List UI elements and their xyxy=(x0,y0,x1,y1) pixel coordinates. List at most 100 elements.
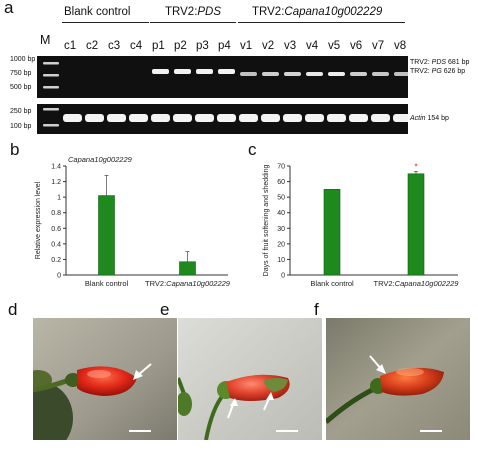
chart-c-ytick-label-7: 70 xyxy=(277,164,285,171)
gel-bottom xyxy=(37,104,412,134)
chart-b-bar-1 xyxy=(179,261,196,276)
band-pds-p2 xyxy=(174,69,191,74)
chart-c: 0 10 20 30 40 50 60 70 Days of fruit softening a… xyxy=(263,162,460,288)
band-actin-v5 xyxy=(327,114,346,122)
chart-b-ytick-label-3: 0.6 xyxy=(51,226,61,233)
chart-c-category-0: Blank control xyxy=(310,279,354,288)
right-label-pds: TRV2: PDS 681 bp xyxy=(410,59,469,66)
right-label-actin: Actin 154 bp xyxy=(410,115,449,122)
lane-label-p2: p2 xyxy=(174,40,187,52)
ladder-band-top-2 xyxy=(43,86,59,89)
right-label-pds-gene: PDS xyxy=(431,59,447,66)
band-actin-v6 xyxy=(349,114,368,122)
chart-c-ytick-label-1: 10 xyxy=(277,257,285,264)
marker-label: M xyxy=(40,33,51,47)
chart-c-bar-0 xyxy=(323,189,341,276)
band-pds-p3 xyxy=(196,69,213,74)
lane-label-v6: v6 xyxy=(350,40,363,52)
arrow-e-2 xyxy=(263,392,274,411)
right-label-pds-prefix: TRV2: xyxy=(410,59,432,66)
scale-bar-f xyxy=(420,430,442,432)
panel-f-letter: f xyxy=(314,300,319,319)
band-actin-v2 xyxy=(261,114,280,122)
group-trv2-capana-gene: Capana10g002229 xyxy=(284,6,383,18)
ladder-band-top-0 xyxy=(43,62,59,65)
band-actin-c1 xyxy=(63,114,82,122)
ladder-100: 100 bp xyxy=(10,123,32,130)
lane-label-v3: v3 xyxy=(284,40,297,52)
band-pg-v8 xyxy=(394,72,411,76)
band-pds-p1 xyxy=(152,69,169,74)
panel-d-letter: d xyxy=(8,300,18,319)
lane-label-c2: c2 xyxy=(86,40,99,52)
group-trv2-pds-prefix: TRV2: xyxy=(165,6,198,18)
band-actin-p4 xyxy=(217,114,236,122)
panel-a-letter: a xyxy=(4,0,14,17)
chart-b-ytick-label-7: 1.4 xyxy=(51,164,61,171)
scale-bar-e xyxy=(276,430,298,432)
chart-b-bar-0 xyxy=(98,195,115,276)
arrow-f xyxy=(369,355,386,374)
gel-top xyxy=(37,56,411,98)
scale-bar-d xyxy=(129,430,151,432)
ladder-1000: 1000 bp xyxy=(10,56,36,63)
lane-label-p1: p1 xyxy=(152,40,165,52)
right-label-actin-gene: Actin xyxy=(410,115,426,122)
band-actin-v3 xyxy=(283,114,302,122)
lane-label-v1: v1 xyxy=(240,40,253,52)
chart-c-category-1: TRV2:Capana10g002229 xyxy=(374,279,460,288)
band-pg-v3 xyxy=(284,72,301,76)
gel-bottom-svg xyxy=(43,108,412,127)
chart-b-title: Capana10g002229 xyxy=(68,155,133,164)
chart-b-ytick-label-0: 0 xyxy=(57,273,61,280)
right-label-pg-gene: PG xyxy=(431,68,442,75)
right-label-pg-prefix: TRV2: xyxy=(410,68,432,75)
chart-c-ytick-label-4: 40 xyxy=(277,210,285,217)
group-blank-underline xyxy=(62,22,149,23)
lane-label-c3: c3 xyxy=(108,40,121,52)
chart-b-ytick-label-5: 1 xyxy=(57,195,61,202)
lane-label-v2: v2 xyxy=(262,40,275,52)
ladder-band-top-1 xyxy=(43,74,59,77)
band-actin-v1 xyxy=(239,114,258,122)
chart-c-ytick-label-6: 60 xyxy=(277,179,285,186)
lane-label-v8: v8 xyxy=(394,40,407,52)
band-pg-v1 xyxy=(240,72,257,76)
chart-b-ytick-label-1: 0.2 xyxy=(51,257,61,264)
lane-label-c1: c1 xyxy=(64,40,77,52)
band-actin-c3 xyxy=(107,114,126,122)
arrow-e-1 xyxy=(227,398,238,419)
right-label-pg: TRV2: PG 626 bp xyxy=(410,68,465,75)
chart-c-ytick-label-5: 50 xyxy=(277,195,285,202)
band-pg-v6 xyxy=(350,72,367,76)
panel-b-letter: b xyxy=(10,140,20,159)
right-label-pg-size: 626 bp xyxy=(441,68,466,75)
gel-top-svg xyxy=(43,62,411,89)
lane-label-v5: v5 xyxy=(328,40,341,52)
chart-b-ylabel: Relative expression level xyxy=(35,181,42,259)
chart-c-significance: * xyxy=(414,162,417,171)
panel-c-letter: c xyxy=(248,140,257,159)
chart-c-bar-1 xyxy=(407,173,425,276)
band-actin-p1 xyxy=(151,114,170,122)
band-actin-v4 xyxy=(305,114,324,122)
group-capana-underline xyxy=(238,22,405,23)
band-actin-p3 xyxy=(195,114,214,122)
chart-b: 0 0.2 0.4 0.6 0.8 1 1.2 1.4 Relative expression … xyxy=(35,155,231,288)
right-label-actin-size: 154 bp xyxy=(425,115,449,122)
ladder-250: 250 bp xyxy=(10,108,32,115)
photo-e xyxy=(178,318,322,440)
chart-c-ytick-label-0: 0 xyxy=(281,273,285,280)
band-actin-v8 xyxy=(393,114,412,122)
band-pg-v5 xyxy=(328,72,345,76)
ladder-500: 500 bp xyxy=(10,84,32,91)
lane-label-v7: v7 xyxy=(372,40,385,52)
lane-label-c4: c4 xyxy=(130,40,143,52)
ladder-750: 750 bp xyxy=(10,70,32,77)
panel-e-letter: e xyxy=(160,300,170,319)
photo-d xyxy=(33,318,177,440)
group-trv2-pds: TRV2:PDS xyxy=(165,6,221,18)
band-actin-p2 xyxy=(173,114,192,122)
group-trv2-capana: TRV2:Capana10g002229 xyxy=(252,6,382,18)
chart-c-ytick-label-3: 30 xyxy=(277,226,285,233)
